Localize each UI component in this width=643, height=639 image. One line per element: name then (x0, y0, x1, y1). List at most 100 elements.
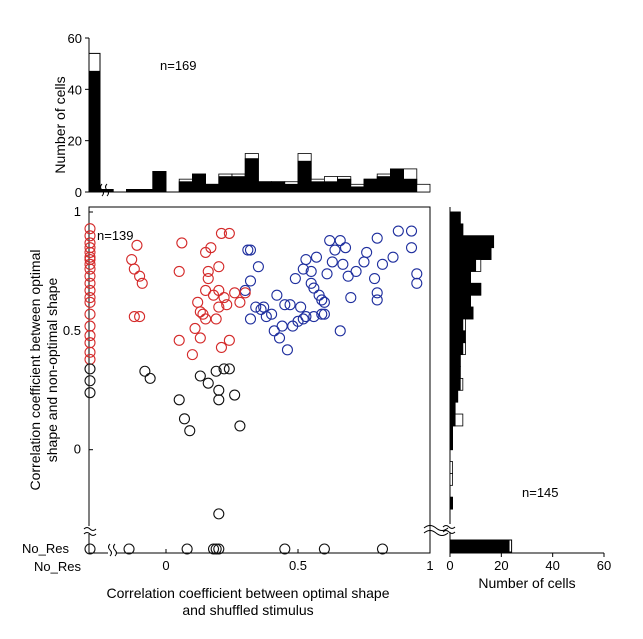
scatter-point-black (178, 413, 191, 425)
no-res-y-point-black (181, 543, 193, 555)
scatter-point-red (176, 237, 188, 249)
right-hist-bar (449, 425, 453, 439)
top-hist-bars (88, 52, 431, 193)
no-res-y-point-black (210, 543, 222, 555)
top-hist-bar (337, 178, 352, 193)
top-hist-bar (231, 176, 246, 193)
right-hist-bar (449, 389, 459, 403)
scatter-point-blue (411, 268, 423, 280)
top-hist-bar (191, 173, 206, 193)
right-hist-bar (449, 413, 456, 427)
no-res-x-point-red (84, 296, 96, 308)
scatter-point-blue (268, 325, 280, 337)
no-res-x-point-red (84, 308, 96, 320)
no-res-x-point-red (84, 223, 96, 235)
scatter-point-blue (371, 294, 383, 306)
right-hist-bar (449, 271, 471, 284)
scatter-point-red (194, 332, 206, 344)
scatter-point-blue (308, 282, 320, 294)
top-hist-bar (297, 160, 312, 193)
right-hist-bar (449, 247, 492, 260)
x-no-res-label: No_Res (34, 559, 81, 574)
no-res-x-point-black (84, 375, 96, 387)
scatter-point-blue (244, 313, 257, 325)
no-res-x-point-red (84, 263, 96, 275)
scatter-point-red (136, 277, 148, 289)
top-hist-y-label: Number of cells (52, 76, 68, 173)
scatter-point-red (134, 311, 146, 323)
no-res-y-point-black (318, 543, 330, 555)
scatter-point-red (202, 265, 214, 277)
scatter-point-red (128, 263, 140, 275)
no-res-x-point-red (84, 230, 96, 242)
y-tick-label: 0.5 (63, 323, 81, 338)
top-hist-bar (218, 176, 233, 193)
scatter-point-blue (308, 311, 320, 323)
scatter-point-blue (316, 308, 328, 320)
right-hist-bar (449, 259, 477, 272)
right-hist-bar (449, 342, 464, 356)
right-hist-bar (449, 282, 482, 296)
scatter-point-red (200, 246, 212, 258)
scatter-frame (88, 206, 431, 554)
top-hist-bar (257, 181, 272, 193)
top-hist-bar (310, 181, 325, 193)
scatter-point-blue (345, 292, 357, 304)
y-tick-label: 0 (74, 442, 81, 457)
top-hist-ticks: 0 20 40 60 (68, 31, 89, 200)
scatter-point-blue (276, 320, 288, 332)
top-hist-bar (363, 178, 378, 193)
scatter-point-blue (387, 251, 399, 263)
scatter-point-blue (350, 265, 362, 277)
scatter-point-black (139, 365, 151, 377)
y-no-res-label: No_Res (22, 541, 69, 556)
scatter-point-red (200, 313, 212, 325)
top-hist-n-label: n=169 (160, 58, 197, 73)
scatter-point-blue (295, 301, 307, 313)
scatter-point-red (173, 265, 185, 277)
scatter-point-red (200, 284, 212, 296)
right-hist-bar (449, 366, 461, 379)
right-hist-bar (449, 401, 456, 415)
no-res-x-point-red (84, 246, 96, 258)
scatter-point-black (210, 365, 222, 377)
scatter-point-red (192, 296, 204, 308)
scatter-point-blue (337, 258, 349, 270)
right-hist-bar-total (449, 473, 453, 486)
top-hist-y-tick-label: 0 (75, 185, 82, 200)
right-hist-x-label: Number of cells (478, 575, 575, 591)
top-hist-bar (403, 178, 418, 193)
x-tick-label: 1 (426, 558, 433, 573)
top-hist-bar (244, 158, 259, 193)
right-hist-bar (449, 496, 453, 510)
scatter-point-blue (271, 289, 283, 301)
y-axis-label-line1: Correlation coefficient between optimal (27, 250, 43, 491)
scatter-point-blue (281, 344, 293, 356)
x-tick-label: 0 (162, 558, 169, 573)
scatter-point-blue (279, 299, 291, 311)
top-hist-bar (271, 181, 286, 193)
right-histogram: 0 20 40 60 n=145 Number of cells (423, 207, 611, 591)
right-hist-break-mark (442, 525, 456, 534)
no-res-y-point-black (123, 543, 135, 555)
right-hist-x-tick-label: 60 (597, 558, 611, 573)
y-axis-label-line2: shape and non-optimal shape (44, 278, 60, 463)
scatter-point-red (126, 253, 138, 266)
scatter-point-blue (310, 251, 323, 263)
scatter-point-blue (244, 244, 257, 256)
scatter-point-blue (244, 275, 257, 287)
scatter-point-red (210, 313, 222, 325)
scatter-point-red (229, 287, 241, 299)
top-histogram: 0 20 40 60 n=169 Number of cells (52, 31, 431, 200)
scatter-point-black (223, 363, 235, 375)
scatter-point-blue (318, 308, 330, 320)
scatter-point-black (144, 372, 156, 384)
panel-gap-break-mark (423, 525, 449, 536)
no-res-y-point-black (207, 543, 220, 555)
scatter-point-red (207, 289, 220, 301)
top-hist-bar (178, 181, 193, 193)
y-axis-break-gap (86, 526, 94, 534)
scatter-point-blue (316, 294, 328, 306)
scatter-point-black (194, 370, 206, 382)
